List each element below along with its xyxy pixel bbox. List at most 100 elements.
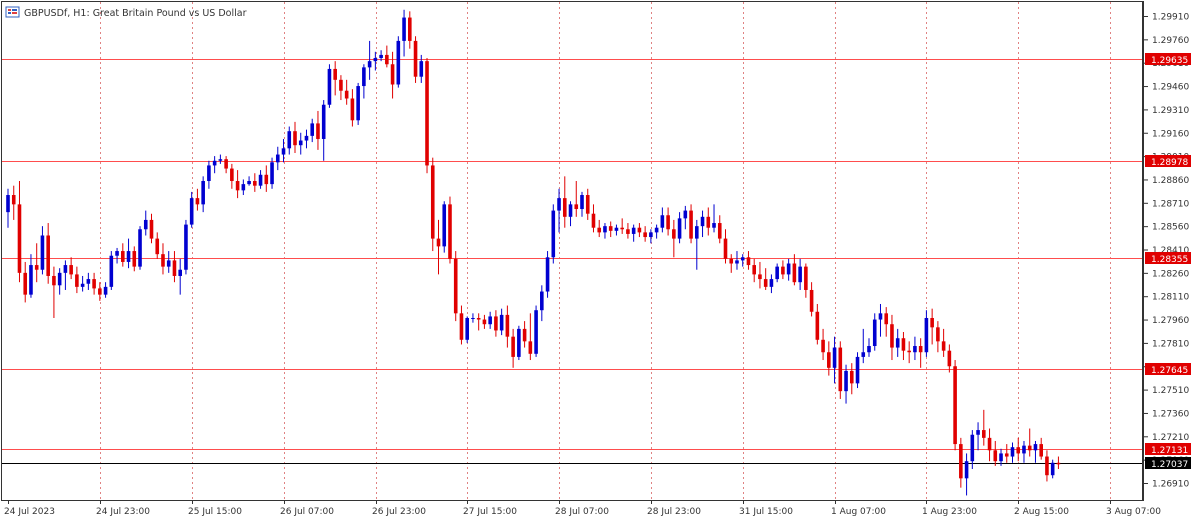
candle-body bbox=[459, 313, 464, 340]
candle-body bbox=[103, 286, 108, 295]
candle bbox=[729, 254, 734, 273]
candle bbox=[1010, 442, 1015, 463]
candle bbox=[970, 430, 975, 469]
candle bbox=[178, 258, 182, 295]
candle bbox=[34, 243, 39, 283]
candle bbox=[637, 223, 642, 238]
candle bbox=[574, 181, 579, 217]
time-tick-label: 1 Aug 23:00 bbox=[922, 507, 977, 517]
candle-body bbox=[551, 210, 556, 258]
candle-body bbox=[758, 274, 762, 280]
candle bbox=[815, 303, 820, 345]
candle-body bbox=[258, 174, 263, 186]
level-price-tag-label: 1.29635 bbox=[1151, 56, 1188, 66]
candle-body bbox=[350, 98, 355, 121]
candle-body bbox=[166, 260, 171, 267]
candle-body bbox=[207, 165, 211, 182]
candle-body bbox=[69, 265, 73, 275]
candle bbox=[172, 251, 177, 283]
candle bbox=[804, 263, 808, 298]
candle-body bbox=[781, 266, 785, 275]
candle-body bbox=[465, 317, 469, 340]
candle-body bbox=[1004, 453, 1009, 457]
candle-body bbox=[155, 238, 160, 255]
candle-body bbox=[11, 195, 16, 205]
candle bbox=[924, 310, 929, 357]
candle bbox=[57, 268, 62, 295]
candle-body bbox=[838, 347, 843, 392]
candle-body bbox=[178, 269, 182, 276]
candle bbox=[1004, 444, 1009, 463]
candle bbox=[75, 266, 79, 294]
time-tick-label: 25 Jul 15:00 bbox=[188, 507, 242, 517]
candle bbox=[821, 328, 825, 361]
candle-body bbox=[218, 159, 223, 161]
candle-body bbox=[34, 265, 39, 270]
candle bbox=[528, 313, 533, 361]
candle-body bbox=[109, 255, 114, 287]
candle-body bbox=[408, 17, 412, 41]
time-tick-label: 24 Jul 2023 bbox=[4, 507, 55, 517]
candle-body bbox=[247, 181, 251, 185]
candle bbox=[999, 448, 1003, 466]
candle bbox=[138, 226, 142, 270]
candle bbox=[827, 341, 831, 376]
horizontal-levels bbox=[2, 59, 1143, 464]
candle bbox=[976, 422, 980, 451]
candle bbox=[23, 261, 28, 303]
level-price-tag bbox=[1145, 443, 1191, 455]
candle-body bbox=[281, 148, 286, 155]
candle bbox=[1022, 440, 1026, 463]
candle-body bbox=[1045, 456, 1049, 476]
candle bbox=[895, 328, 900, 357]
candle bbox=[413, 36, 418, 83]
candle-body bbox=[769, 279, 774, 287]
candle bbox=[643, 226, 647, 242]
candle-body bbox=[270, 162, 274, 185]
candle bbox=[712, 204, 716, 233]
candle bbox=[333, 61, 337, 96]
candle bbox=[597, 219, 602, 238]
time-tick-label: 24 Jul 23:00 bbox=[96, 507, 150, 517]
candle bbox=[855, 352, 860, 389]
candle bbox=[310, 118, 315, 143]
candle-body bbox=[918, 346, 923, 353]
price-axis: 1.299101.297601.296101.294601.293101.291… bbox=[1143, 13, 1189, 490]
candle bbox=[620, 218, 624, 234]
candle bbox=[861, 328, 866, 364]
candle bbox=[723, 229, 728, 264]
candle bbox=[534, 305, 538, 357]
candle-body bbox=[419, 61, 424, 77]
candle bbox=[356, 82, 360, 125]
candle bbox=[304, 129, 309, 149]
current-price-tag bbox=[1145, 457, 1191, 469]
candle-body bbox=[901, 338, 906, 351]
chart-menu-icon[interactable] bbox=[5, 6, 20, 18]
candle-body bbox=[344, 90, 349, 99]
candle-body bbox=[528, 341, 533, 354]
candle-body bbox=[264, 174, 269, 185]
candle-body bbox=[6, 195, 10, 213]
price-tick-label: 1.29760 bbox=[1152, 36, 1189, 46]
candle bbox=[1045, 450, 1049, 482]
candle-body bbox=[390, 64, 395, 85]
candle bbox=[121, 243, 125, 267]
candle bbox=[654, 224, 659, 239]
grid bbox=[100, 2, 1111, 500]
candle bbox=[207, 160, 211, 189]
candle bbox=[1039, 437, 1043, 460]
candle-body bbox=[700, 216, 705, 227]
candle bbox=[695, 219, 699, 270]
candle-body bbox=[86, 279, 91, 284]
candle bbox=[746, 251, 751, 270]
candle bbox=[666, 207, 670, 236]
candle-body bbox=[913, 346, 917, 353]
candle bbox=[832, 336, 837, 384]
candle bbox=[212, 156, 217, 174]
time-tick-label: 26 Jul 07:00 bbox=[280, 507, 334, 517]
candle bbox=[224, 156, 228, 174]
candle-body bbox=[930, 317, 934, 328]
candle-body bbox=[884, 313, 889, 325]
candle bbox=[425, 58, 429, 174]
